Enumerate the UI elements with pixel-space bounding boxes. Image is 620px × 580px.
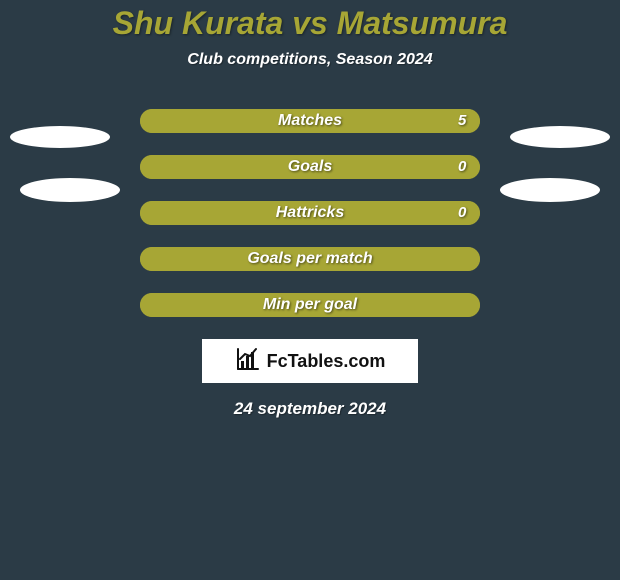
bar-left-fill [140, 201, 310, 225]
bar-track [140, 247, 480, 271]
brand-text: FcTables.com [267, 351, 386, 372]
bar-track [140, 293, 480, 317]
value-right: 0 [458, 155, 466, 179]
bar-left-fill [140, 155, 310, 179]
bar-left-fill [140, 247, 310, 271]
comparison-row: Min per goal [0, 293, 620, 317]
bar-track [140, 109, 480, 133]
bar-left-fill [140, 109, 310, 133]
date-text: 24 september 2024 [0, 399, 620, 419]
bar-track [140, 155, 480, 179]
comparison-infographic: Shu Kurata vs Matsumura Club competition… [0, 0, 620, 580]
bar-right-fill [310, 155, 480, 179]
comparison-row: Matches5 [0, 109, 620, 133]
value-right: 0 [458, 201, 466, 225]
bar-left-fill [140, 293, 310, 317]
comparison-row: Hattricks0 [0, 201, 620, 225]
bar-right-fill [310, 293, 480, 317]
brand-box: FcTables.com [202, 339, 418, 383]
value-right: 5 [458, 109, 466, 133]
decorative-ellipse [500, 178, 600, 202]
bar-right-fill [310, 247, 480, 271]
bar-right-fill [310, 201, 480, 225]
subtitle: Club competitions, Season 2024 [0, 51, 620, 69]
page-title: Shu Kurata vs Matsumura [0, 0, 620, 41]
decorative-ellipse [20, 178, 120, 202]
bar-right-fill [310, 109, 480, 133]
comparison-row: Goals per match [0, 247, 620, 271]
brand-chart-icon [235, 346, 261, 377]
comparison-row: Goals0 [0, 155, 620, 179]
bar-track [140, 201, 480, 225]
